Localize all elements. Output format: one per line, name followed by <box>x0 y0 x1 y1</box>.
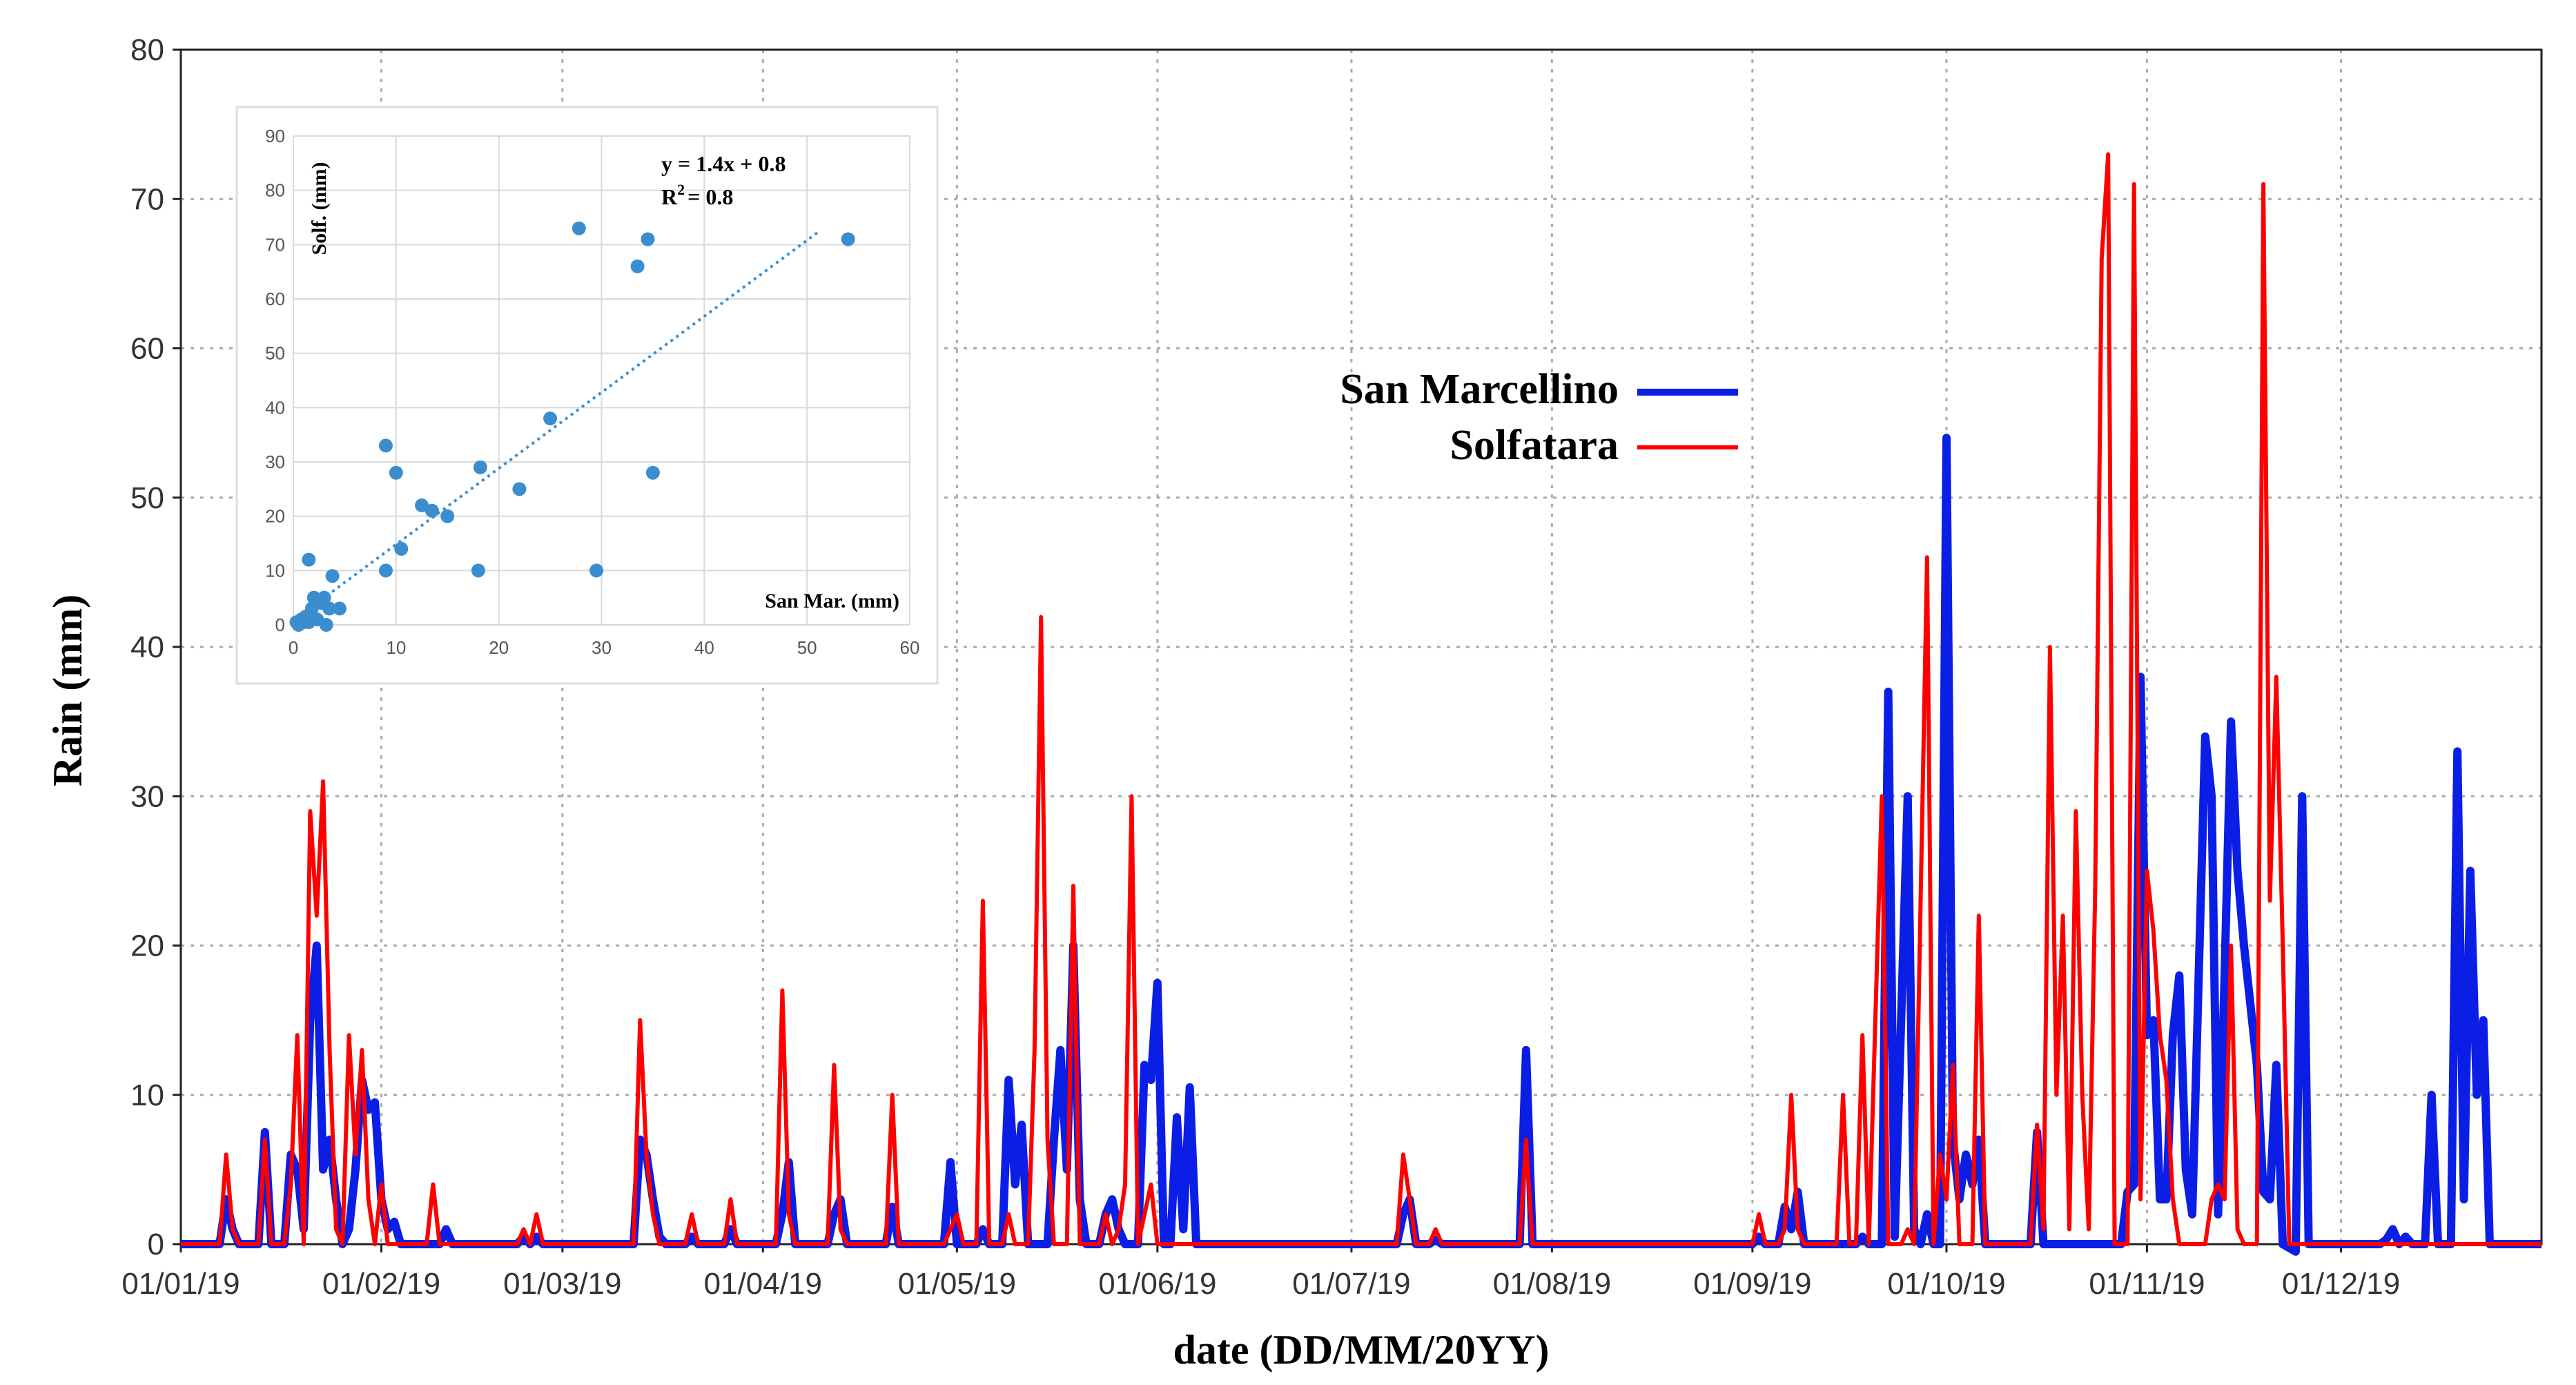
x-tick-label: 01/08/19 <box>1493 1267 1611 1301</box>
x-tick-label: 01/11/19 <box>2089 1267 2205 1301</box>
inset-scatter-point <box>425 503 439 518</box>
y-tick-label: 10 <box>130 1078 164 1112</box>
inset-scatter-point <box>440 509 455 523</box>
inset-scatter-point <box>389 465 403 480</box>
y-tick-label: 30 <box>130 779 164 813</box>
legend: San Marcellino Solfatara <box>1340 366 1738 469</box>
inset-scatter-point <box>512 482 527 496</box>
inset-r2-value: = 0.8 <box>687 184 733 209</box>
inset-y-tick-label: 60 <box>265 289 285 309</box>
inset-y-tick-label: 90 <box>265 126 285 146</box>
inset-scatter-point <box>473 460 487 474</box>
inset-y-tick-label: 70 <box>265 234 285 255</box>
inset-x-tick-label: 40 <box>694 637 714 658</box>
inset-frame <box>235 106 939 685</box>
series-line-solfatara <box>181 152 2541 1246</box>
inset-gridlines <box>293 135 910 626</box>
inset-points <box>289 221 855 632</box>
inset-scatter-point <box>304 601 319 616</box>
y-tick-label: 40 <box>130 630 164 664</box>
x-tick-label: 01/12/19 <box>2282 1267 2400 1301</box>
y-tick-label: 0 <box>148 1228 164 1261</box>
inset-y-tick-label: 0 <box>275 614 285 635</box>
x-tick-label: 01/10/19 <box>1887 1267 2005 1301</box>
inset-r2-exponent: 2 <box>677 181 685 198</box>
inset-scatter-point <box>322 601 337 616</box>
inset-y-tick-label: 10 <box>265 560 285 581</box>
y-axis-title: Rain (mm) <box>45 594 90 786</box>
inset-r2-prefix: R <box>661 184 678 209</box>
inset-y-tick-label: 80 <box>265 180 285 201</box>
inset-y-tick-label: 20 <box>265 506 285 527</box>
inset-scatter-point <box>378 438 393 453</box>
inset-scatter-point <box>645 465 660 480</box>
inset-scatter-point <box>589 563 604 578</box>
inset-scatter-point <box>378 563 393 578</box>
gridlines <box>181 50 2541 1244</box>
x-tick-label: 01/01/19 <box>121 1267 240 1301</box>
series-lines <box>181 152 2541 1256</box>
x-tick-label: 01/02/19 <box>322 1267 440 1301</box>
inset-x-tick-label: 60 <box>900 637 920 658</box>
inset-scatter-point <box>319 618 333 632</box>
inset-scatter-point <box>415 498 429 512</box>
x-tick-label: 01/05/19 <box>898 1267 1016 1301</box>
legend-label-solfatara: Solfatara <box>1450 422 1619 469</box>
x-tick-label: 01/03/19 <box>503 1267 621 1301</box>
inset-x-tick-label: 10 <box>386 637 406 658</box>
inset-scatter-point <box>471 563 485 578</box>
inset-scatter-point <box>641 232 655 246</box>
y-tick-label: 50 <box>130 481 164 515</box>
inset-x-tick-label: 0 <box>289 637 298 658</box>
inset-scatter-point <box>630 259 645 273</box>
x-tick-label: 01/07/19 <box>1292 1267 1410 1301</box>
inset-scatter-point <box>841 232 855 246</box>
inset-scatter-point <box>302 552 316 567</box>
inset-y-axis: 0 10 20 30 40 50 60 70 80 90 <box>265 126 285 635</box>
inset-trendline <box>292 231 819 622</box>
inset-y-tick-label: 40 <box>265 397 285 418</box>
x-axis: 01/01/19 01/02/19 01/03/19 01/04/19 01/05/19… <box>121 1244 2400 1301</box>
inset-scatter-point <box>543 411 558 426</box>
inset-equation: y = 1.4x + 0.8 <box>661 151 786 176</box>
y-tick-label: 80 <box>130 33 164 67</box>
inset-scatter-point <box>394 541 409 556</box>
x-tick-label: 01/09/19 <box>1693 1267 1811 1301</box>
y-tick-label: 20 <box>130 929 164 963</box>
inset-y-tick-label: 30 <box>265 452 285 472</box>
inset-x-tick-label: 50 <box>797 637 817 658</box>
inset-scatter: 0 10 20 30 40 50 60 70 80 90 0 10 20 30 40 50 60 Solf. … <box>235 106 939 685</box>
inset-x-tick-label: 20 <box>489 637 509 658</box>
inset-r2: R2 = 0.8 <box>661 181 733 209</box>
inset-y-tick-label: 50 <box>265 343 285 364</box>
inset-x-label: San Mar. (mm) <box>765 590 899 612</box>
inset-y-label: Solf. (mm) <box>308 162 331 255</box>
inset-scatter-point <box>325 569 340 583</box>
inset-scatter-point <box>317 590 331 605</box>
x-tick-label: 01/06/19 <box>1098 1267 1216 1301</box>
inset-x-axis: 0 10 20 30 40 50 60 <box>289 637 920 658</box>
x-tick-label: 01/04/19 <box>704 1267 822 1301</box>
y-tick-label: 60 <box>130 332 164 366</box>
inset-x-tick-label: 30 <box>592 637 612 658</box>
y-tick-label: 70 <box>130 182 164 216</box>
y-axis: 0 10 20 30 40 50 60 70 80 <box>130 33 181 1261</box>
x-axis-title: date (DD/MM/20YY) <box>1173 1327 1550 1373</box>
inset-scatter-point <box>332 601 347 616</box>
legend-label-san-marcellino: San Marcellino <box>1340 366 1619 413</box>
inset-scatter-point <box>572 221 586 235</box>
